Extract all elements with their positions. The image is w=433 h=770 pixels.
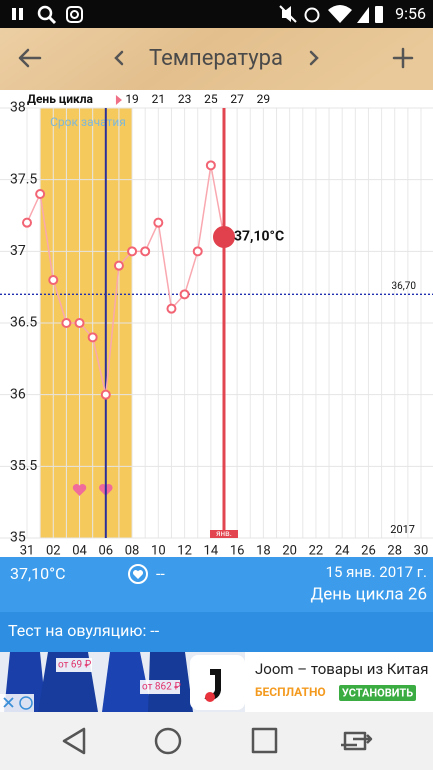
data-point — [192, 246, 203, 257]
data-point — [179, 289, 190, 300]
x-tick-label: 31 — [20, 543, 35, 558]
x-tick-label: 16 — [230, 543, 245, 558]
x2-tick-label: 21 — [152, 92, 166, 106]
chart: Срок зачатия 35 35.5 36 36.5 37 37.5 38 31 02 04 06… — [0, 90, 433, 558]
ad-image — [0, 652, 245, 712]
cycle-marker — [115, 95, 122, 105]
y-tick-label: 35 — [10, 530, 26, 546]
data-point — [48, 275, 59, 285]
x-tick-label: 02 — [46, 543, 61, 558]
toolbar — [0, 28, 433, 90]
data-point — [205, 160, 216, 171]
data-point — [22, 217, 32, 228]
ad-price: от 69 ₽ — [58, 660, 92, 671]
add-button[interactable] — [392, 47, 414, 69]
info-cycle-day: День цикла 26 — [310, 584, 427, 604]
year-label: 2017 — [390, 523, 415, 536]
y-tick-label: 36.5 — [10, 315, 37, 331]
y-tick-label: 36 — [10, 386, 26, 402]
mood-heart — [132, 570, 144, 579]
mood-icon[interactable] — [128, 564, 148, 584]
data-point — [166, 303, 177, 314]
x-tick-label: 06 — [98, 543, 113, 558]
info-temperature: 37,10°C — [10, 564, 66, 583]
band-label: Срок зачатия — [50, 115, 126, 129]
back-button[interactable] — [18, 48, 42, 68]
date-badge-label: янв. — [216, 529, 232, 538]
data-point — [74, 318, 85, 328]
toolbar-title: Температура — [149, 46, 283, 71]
ovulation-panel[interactable] — [0, 612, 433, 652]
status-bar — [0, 0, 433, 28]
x-tick-label: 12 — [177, 543, 192, 558]
reference-label: 36,70 — [392, 281, 417, 292]
prev-button[interactable] — [114, 50, 124, 66]
x-tick-label: 30 — [414, 543, 429, 558]
y-tick-label: 38 — [10, 100, 26, 116]
selected-point — [212, 226, 235, 248]
ad-price: от 862 ₽ — [142, 682, 181, 693]
info-date: 15 янв. 2017 г. — [326, 563, 427, 581]
nav-recents[interactable] — [251, 727, 278, 754]
data-point — [140, 246, 151, 257]
y-tick-label: 37.5 — [10, 171, 37, 187]
data-point — [35, 189, 46, 199]
info-mood: -- — [156, 564, 165, 583]
x-tick-label: 04 — [72, 543, 87, 558]
y-tick-label: 37 — [10, 243, 26, 259]
x2-tick-label: 25 — [204, 92, 218, 106]
status-icons — [12, 5, 383, 25]
ad-title: Joom – товары из Китая — [255, 660, 428, 678]
x-tick-label: 18 — [256, 543, 271, 558]
x2-tick-label: 29 — [257, 92, 271, 106]
ad-free: БЕСПЛАТНО — [255, 685, 326, 699]
data-point — [87, 332, 98, 343]
ovulation-test: Тест на овуляцию: -- — [8, 621, 160, 640]
x-tick-label: 10 — [151, 543, 166, 558]
data-point — [127, 246, 138, 257]
data-point — [61, 318, 72, 328]
data-point — [100, 389, 111, 400]
x2-axis-title: День цикла — [27, 92, 94, 106]
data-point — [113, 260, 124, 271]
x-tick-label: 28 — [387, 543, 402, 558]
nav-switch[interactable] — [341, 731, 373, 751]
x-tick-label: 14 — [204, 543, 219, 558]
x-tick-label: 26 — [361, 543, 376, 558]
y-tick-label: 35.5 — [10, 458, 37, 474]
next-button[interactable] — [309, 50, 319, 66]
x2-tick-label: 19 — [125, 92, 139, 106]
nav-back[interactable] — [62, 727, 86, 755]
nav-home[interactable] — [154, 727, 182, 755]
temperature-line — [26, 165, 225, 395]
value-label: 37,10°C — [234, 229, 284, 245]
ad-install-label: УСТАНОВИТЬ — [342, 686, 413, 699]
heart-icon — [72, 484, 87, 496]
x2-tick-label: 23 — [178, 92, 192, 106]
data-point — [153, 217, 164, 228]
nav-bar — [0, 712, 433, 770]
x-tick-label: 24 — [335, 543, 350, 558]
x-tick-label: 22 — [309, 543, 324, 558]
x-tick-label: 08 — [125, 543, 140, 558]
date-badge — [209, 530, 238, 538]
ad-choices[interactable] — [0, 694, 34, 712]
x-tick-label: 20 — [282, 543, 297, 558]
x2-tick-label: 27 — [230, 92, 244, 106]
ad-install-button[interactable] — [339, 685, 416, 701]
info-panel — [0, 557, 433, 612]
clock: 9:56 — [395, 4, 426, 23]
toolbar-icons — [18, 47, 414, 69]
